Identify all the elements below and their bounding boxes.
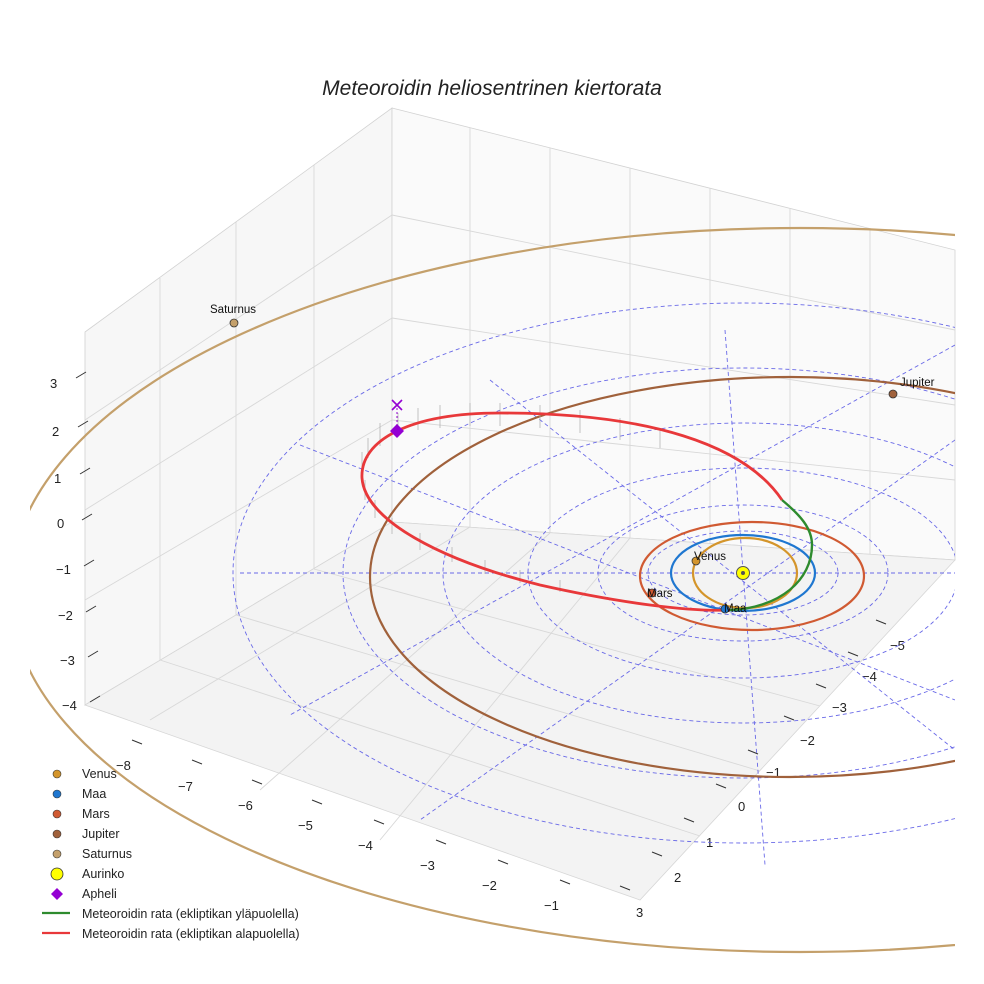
z-tick-label: −1 [56, 562, 71, 577]
chart-title: Meteoroidin heliosentrinen kiertorata [322, 77, 662, 100]
x-tick-label: −3 [420, 858, 435, 873]
x-tick-label: −2 [482, 878, 497, 893]
z-axis-ticks: 3 2 1 0 −1 −2 −3 −4 [50, 376, 77, 713]
x-axis-tickmarks [131, 739, 571, 885]
y-tick-label: −5 [890, 638, 905, 653]
legend-apheli-label: Apheli [82, 887, 117, 901]
x-tick-label: −7 [178, 779, 193, 794]
mars-marker [647, 588, 657, 598]
y-tick-label: 3 [636, 905, 643, 920]
saturn-marker [229, 318, 239, 328]
legend-venus-label: Venus [82, 767, 117, 781]
earth-label: Maa [724, 603, 747, 615]
legend-aurinko-label: Aurinko [82, 867, 124, 881]
y-tick-label: 0 [738, 799, 745, 814]
z-tick-label: 0 [57, 516, 64, 531]
x-tick-label: −5 [298, 818, 313, 833]
back-panes [84, 107, 956, 901]
legend-apheli-swatch [51, 888, 63, 900]
sun-marker [736, 566, 750, 580]
legend-mars-label: Mars [82, 807, 110, 821]
legend-maa-swatch [52, 789, 62, 799]
planet-markers [229, 318, 898, 614]
x-tick-label: −4 [358, 838, 373, 853]
legend-aurinko-swatch [50, 867, 64, 881]
saturn-orbit [30, 227, 955, 953]
legend-above-label: Meteoroidin rata (ekliptikan yläpuolella… [82, 907, 299, 921]
x-tick-label: −6 [238, 798, 253, 813]
z-tick-label: −2 [58, 608, 73, 623]
ecliptic-grid [232, 302, 955, 866]
aphelion-marker [390, 399, 404, 438]
legend-saturnus-swatch [52, 849, 62, 859]
y-axis-tickmarks [619, 619, 887, 891]
z-tick-label: −3 [60, 653, 75, 668]
legend-jupiter-swatch [52, 829, 62, 839]
venus-label: Venus [694, 551, 726, 563]
planet-orbits [30, 227, 955, 953]
plot-area: Venus Maa Mars Jupiter Saturnus [30, 227, 955, 953]
legend-mars-swatch [52, 809, 62, 819]
z-tick-label: 1 [54, 471, 61, 486]
y-tick-label: −4 [862, 669, 877, 684]
legend-venus-swatch [52, 769, 62, 779]
z-axis-tickmarks [75, 371, 101, 703]
legend-saturnus-label: Saturnus [82, 847, 132, 861]
mars-label: Mars [647, 588, 673, 600]
mars-orbit [638, 520, 866, 632]
grid-lines [84, 128, 956, 841]
z-tick-label: 3 [50, 376, 57, 391]
venus-marker [691, 556, 701, 566]
legend-jupiter-label: Jupiter [82, 827, 120, 841]
jupiter-label: Jupiter [900, 377, 935, 389]
x-axis-ticks: −8 −7 −6 −5 −4 −3 −2 −1 [116, 758, 559, 913]
meteoroid-orbit-above [729, 499, 814, 612]
earth-marker [720, 604, 730, 614]
legend-below-label: Meteoroidin rata (ekliptikan alapuolella… [82, 927, 299, 941]
jupiter-marker [888, 389, 898, 399]
legend-maa-label: Maa [82, 787, 106, 801]
planet-labels: Venus Maa Mars Jupiter Saturnus [210, 304, 935, 615]
z-tick-label: 2 [52, 424, 59, 439]
saturn-label: Saturnus [210, 304, 256, 316]
x-tick-label: −1 [544, 898, 559, 913]
jupiter-orbit [369, 375, 955, 779]
legend: Venus Maa Mars Jupiter Saturnus Aurinko … [42, 767, 299, 941]
earth-orbit [669, 533, 817, 613]
meteoroid-orbit-below [360, 411, 784, 612]
x-tick-label: −8 [116, 758, 131, 773]
y-tick-label: 2 [674, 870, 681, 885]
y-tick-label: −3 [832, 700, 847, 715]
y-tick-label: −2 [800, 733, 815, 748]
z-tick-label: −4 [62, 698, 77, 713]
